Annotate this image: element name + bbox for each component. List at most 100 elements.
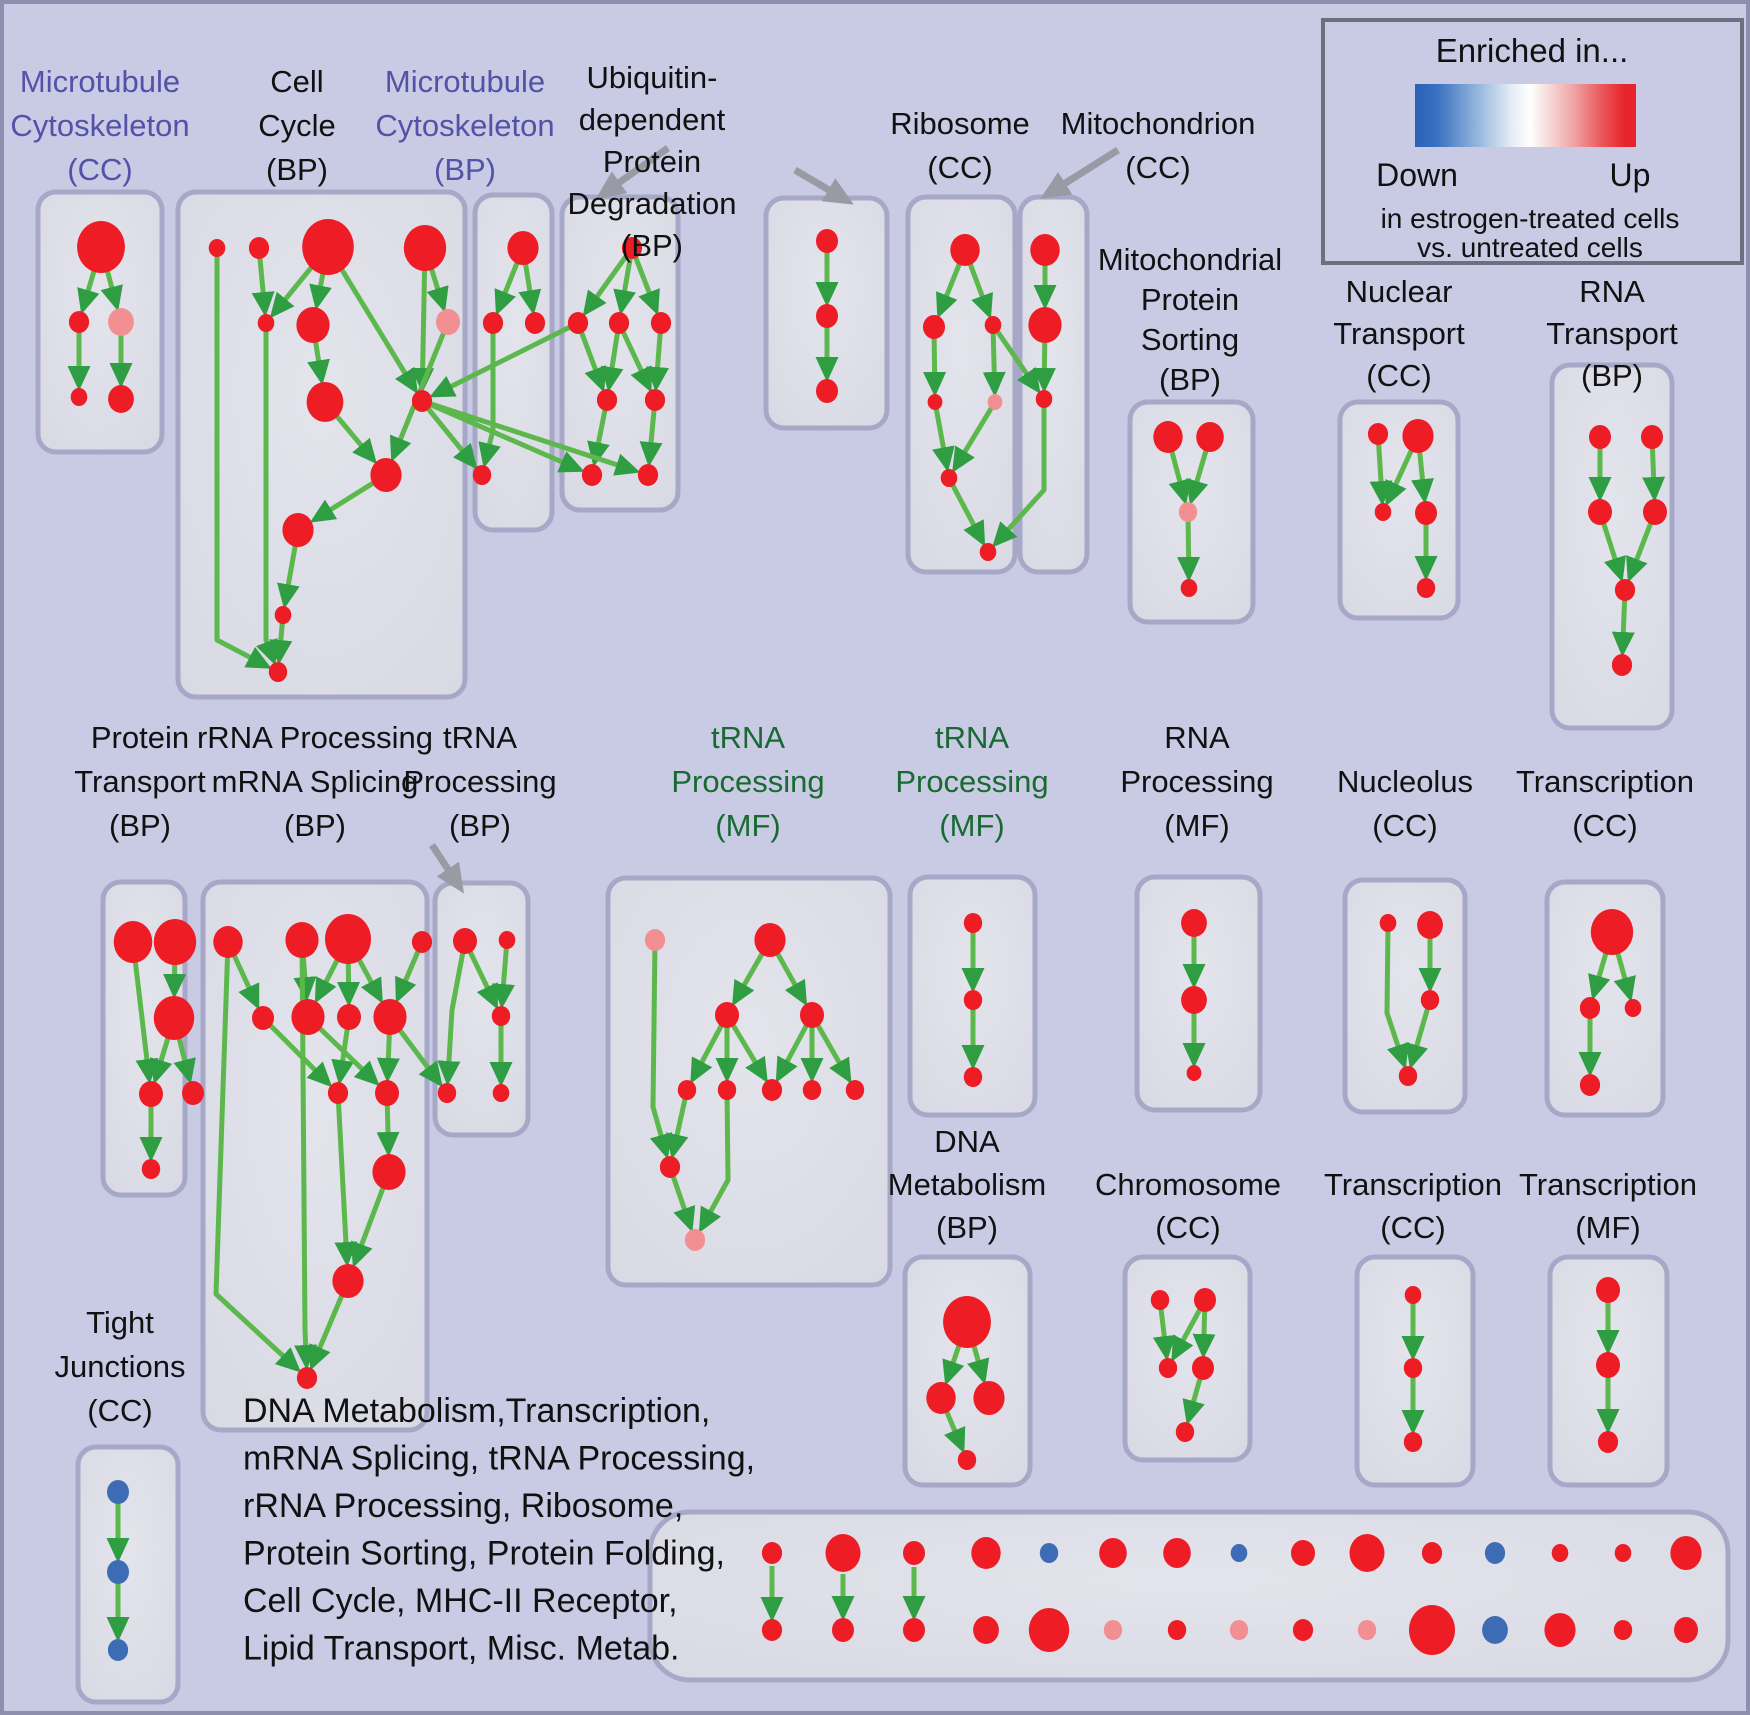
gene-node-red: [1398, 1066, 1418, 1086]
gene-node-red: [491, 1006, 511, 1026]
gene-node-red: [1579, 997, 1601, 1019]
gene-node-red: [108, 385, 134, 413]
gene-node-red: [282, 513, 314, 547]
edge: [294, 939, 318, 1371]
cluster-box-nucleolus: [1342, 877, 1468, 1115]
gene-node-red: [973, 1381, 1005, 1415]
gene-node-red: [1181, 909, 1207, 937]
gene-node-red: [581, 464, 603, 486]
gene-node-red: [268, 662, 288, 682]
legend-gradient-bar: [1415, 84, 1636, 147]
gene-node-red: [153, 996, 195, 1040]
gene-node-blue: [1484, 1542, 1506, 1564]
edge: [130, 941, 159, 1085]
edge: [261, 1016, 333, 1088]
gene-node-red: [971, 1537, 1001, 1569]
gene-node-red: [1415, 501, 1437, 525]
cluster-box-nuclear-transport: [1337, 399, 1461, 621]
gene-node-red: [832, 1618, 854, 1642]
legend-up-label: Up: [1610, 157, 1651, 193]
edge: [575, 322, 607, 393]
cross-cluster-edge: [421, 398, 585, 473]
gene-node-blue: [107, 1560, 129, 1584]
edge: [214, 248, 272, 669]
gene-node-red: [325, 914, 371, 964]
gene-node-red: [1035, 390, 1053, 408]
edge: [932, 401, 955, 473]
gene-node-red: [1150, 1290, 1170, 1310]
cluster-label-microtubule-bp: Microtubule Cytoskeleton (BP): [375, 64, 554, 187]
legend-caption-line2: vs. untreated cells: [1417, 232, 1643, 263]
gene-node-red: [1194, 1288, 1216, 1312]
cluster-label-mito-protein-sorting: Mitochondrial Protein Sorting (BP): [1098, 242, 1282, 397]
gene-node-red: [182, 1081, 204, 1105]
gene-node-red: [1624, 999, 1642, 1017]
edge: [665, 1089, 690, 1160]
gene-node-red: [1596, 1277, 1620, 1303]
edge: [698, 1089, 731, 1233]
gene-node-red: [327, 1082, 349, 1104]
gene-node-red: [68, 311, 90, 333]
cluster-label-tight-junctions: Tight Junctions (CC): [55, 1305, 186, 1428]
edge: [1177, 511, 1201, 583]
gene-node-red: [337, 1004, 361, 1030]
gene-node-red: [1153, 421, 1183, 453]
cross-cluster-edge: [429, 320, 580, 398]
gene-node-red: [825, 1534, 861, 1572]
gene-node-red: [1374, 503, 1392, 521]
gene-node-red: [1379, 914, 1397, 932]
cluster-label-mitochondrion: Mitochondrion (CC): [1061, 106, 1256, 185]
gene-node-red: [285, 922, 319, 958]
cluster-label-protein-transport: Protein Transport (BP): [74, 720, 206, 843]
gene-node-red: [296, 307, 330, 343]
misc-clusters-text-block: DNA Metabolism,Transcription, mRNA Splici…: [243, 1392, 755, 1668]
gene-node-red: [1403, 1358, 1423, 1378]
label-pointer-arrow: [429, 843, 465, 894]
gene-node-red: [498, 931, 516, 949]
gene-node-pink: [1357, 1620, 1377, 1640]
legend-caption-line1: in estrogen-treated cells: [1381, 203, 1680, 234]
gene-node-red: [1611, 654, 1633, 676]
gene-node-red: [754, 923, 786, 957]
edge: [582, 246, 635, 317]
gene-node-red: [1167, 1620, 1187, 1640]
gene-node-red: [650, 312, 672, 334]
gene-node-red: [963, 913, 983, 933]
gene-node-blue: [107, 1480, 129, 1504]
gene-node-pink: [644, 929, 666, 951]
gene-node-red: [1163, 1538, 1191, 1568]
cross-cluster-edge: [992, 399, 1047, 548]
gene-node-red: [1613, 1620, 1633, 1640]
gene-node-red: [903, 1541, 925, 1565]
gene-node-red: [927, 394, 943, 410]
gene-node-red: [761, 1079, 783, 1101]
gene-node-red: [816, 304, 838, 328]
cluster-label-chromosome: Chromosome (CC): [1095, 1167, 1281, 1245]
cross-cluster-edge: [421, 398, 641, 476]
gene-node-red: [1367, 423, 1389, 445]
gene-node-red: [296, 1367, 318, 1389]
gene-node-red: [1421, 1542, 1443, 1564]
gene-node-red: [1596, 1352, 1620, 1378]
gene-node-red: [659, 1156, 681, 1178]
gene-node-pink: [684, 1229, 706, 1251]
gene-node-red: [1158, 1358, 1178, 1378]
label-pointer-arrow: [793, 166, 854, 205]
cross-cluster-edge: [990, 323, 1041, 395]
gene-node-red: [373, 999, 407, 1035]
gene-node-red: [139, 1081, 163, 1107]
legend-down-label: Down: [1376, 157, 1458, 193]
gene-node-red: [1417, 911, 1443, 939]
gene-node-red: [717, 1080, 737, 1100]
gene-node-red: [926, 1382, 956, 1414]
cluster-label-nucleolus: Nucleolus (CC): [1337, 764, 1473, 843]
gene-node-red: [1614, 1544, 1632, 1562]
edge: [492, 939, 515, 1010]
cluster-label-transcription-cc-bot: Transcription (CC): [1324, 1167, 1502, 1245]
gene-node-red: [472, 465, 492, 485]
cluster-label-dna-metabolism: DNA Metabolism (BP): [888, 1124, 1047, 1245]
gene-node-red: [1292, 1619, 1314, 1641]
gene-node-red: [973, 1616, 999, 1644]
